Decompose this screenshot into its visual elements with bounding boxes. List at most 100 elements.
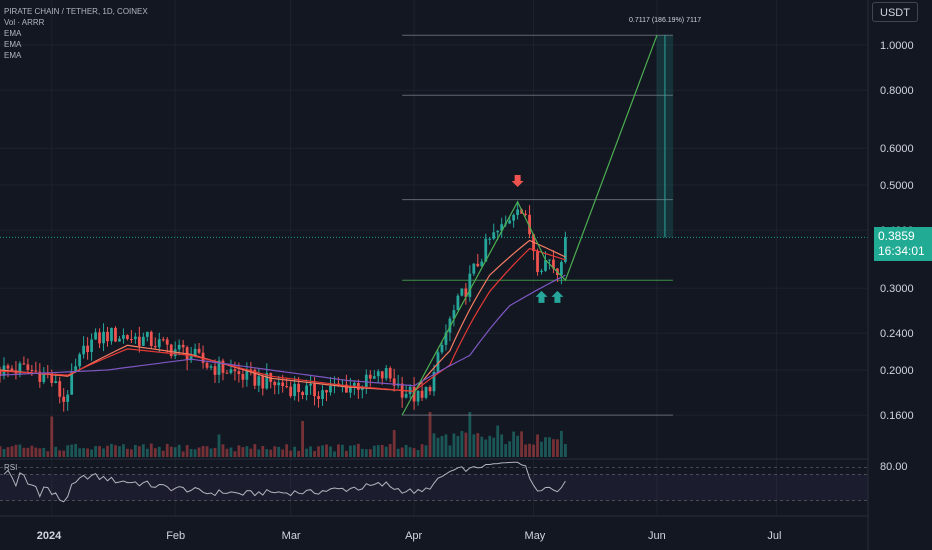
candle-body <box>309 383 312 386</box>
candle-body <box>114 327 117 342</box>
volume-bar <box>564 443 567 457</box>
volume-bar <box>492 437 496 457</box>
indicator-ema-3[interactable]: EMA <box>4 51 22 60</box>
volume-bar <box>165 443 169 457</box>
volume-bar <box>408 447 412 457</box>
volume-bar <box>265 449 269 457</box>
candle-body <box>512 214 516 221</box>
volume-bar <box>241 447 245 457</box>
volume-bar <box>177 444 181 457</box>
volume-bar <box>58 450 62 457</box>
indicator-ema-1[interactable]: EMA <box>4 29 22 38</box>
indicator-ema-2[interactable]: EMA <box>4 40 22 49</box>
volume-bar <box>30 445 34 457</box>
volume-bar <box>145 448 149 457</box>
candle-body <box>70 371 74 395</box>
candle-body <box>241 374 245 380</box>
candle-body <box>468 273 472 297</box>
volume-bar <box>348 445 352 457</box>
x-tick-label: Apr <box>405 530 422 542</box>
candle-body <box>472 263 476 274</box>
candle-body <box>0 370 2 376</box>
candle-body <box>193 348 197 357</box>
volume-bar <box>341 444 344 457</box>
indicator-volume[interactable]: Vol · ARRR <box>4 18 45 27</box>
volume-bar <box>70 444 74 457</box>
volume-bar <box>18 444 22 457</box>
volume-bar <box>102 448 105 457</box>
volume-bar <box>472 434 476 457</box>
volume-bar <box>524 444 527 457</box>
volume-bar <box>86 448 89 457</box>
volume-bar <box>38 448 42 457</box>
candle-body <box>564 237 567 262</box>
volume-bar <box>480 436 484 457</box>
y-tick-label: 0.2400 <box>880 328 914 340</box>
volume-bar <box>0 446 2 457</box>
currency-selector[interactable]: USDT <box>872 2 918 22</box>
volume-bar <box>484 439 488 457</box>
volume-bar <box>540 441 543 457</box>
volume-bar <box>118 446 121 457</box>
x-tick-label: 2024 <box>37 530 62 542</box>
volume-bar <box>213 447 217 457</box>
candle-body <box>297 383 301 393</box>
volume-bar <box>504 444 508 457</box>
volume-bar <box>126 448 129 457</box>
rsi-label[interactable]: RSI <box>4 463 18 472</box>
y-tick-label: 0.2000 <box>880 365 914 377</box>
volume-bar <box>317 446 320 457</box>
rsi-line <box>3 461 566 503</box>
candle-body <box>6 365 10 369</box>
candle-body <box>544 260 547 271</box>
candle-body <box>384 368 388 379</box>
volume-bar <box>548 437 551 457</box>
candle-body <box>345 384 348 393</box>
candle-body <box>388 368 392 379</box>
candle-body <box>118 338 121 342</box>
volume-bar <box>496 425 500 457</box>
candle-body <box>488 238 492 240</box>
volume-bar <box>221 444 225 457</box>
symbol-title[interactable]: PIRATE CHAIN / TETHER, 1D, COINEX <box>4 7 148 16</box>
candle-body <box>484 238 488 262</box>
candle-body <box>313 383 316 397</box>
volume-bar <box>476 433 480 457</box>
candle-body <box>245 369 249 380</box>
volume-bar <box>516 435 520 457</box>
last-price: 0.3859 <box>878 229 915 244</box>
candle-body <box>22 363 26 365</box>
measure-box <box>656 34 674 238</box>
volume-bar <box>197 447 201 457</box>
volume-bar <box>345 450 348 457</box>
candle-body <box>26 364 30 370</box>
candle-body <box>372 376 376 379</box>
volume-bar <box>2 448 6 457</box>
grid <box>0 0 868 516</box>
volume-bar <box>237 445 241 457</box>
candle-body <box>325 390 328 393</box>
candle-body <box>54 381 58 383</box>
arrow-down-icon <box>511 175 524 188</box>
volume-bar <box>512 431 516 457</box>
volume-bar <box>62 450 66 457</box>
volume-bar <box>556 439 559 457</box>
candle-body <box>416 390 420 402</box>
candle-body <box>161 339 165 341</box>
candle-body <box>368 374 372 379</box>
volume-bar <box>464 432 468 457</box>
candle-body <box>552 259 555 269</box>
candle-body <box>364 374 368 388</box>
volume-bar <box>253 444 257 457</box>
volume-bar <box>325 444 328 457</box>
volume-bar <box>544 437 547 457</box>
y-tick-label: 0.3000 <box>880 283 914 295</box>
x-tick-label: Jul <box>767 530 781 542</box>
volume-bar <box>106 445 109 457</box>
volume-bar <box>233 451 237 457</box>
volume-bar <box>404 444 408 457</box>
time-axis[interactable]: 2024 Feb Mar Apr May Jun Jul <box>37 530 782 542</box>
candle-body <box>141 336 145 346</box>
candle-body <box>492 232 496 239</box>
